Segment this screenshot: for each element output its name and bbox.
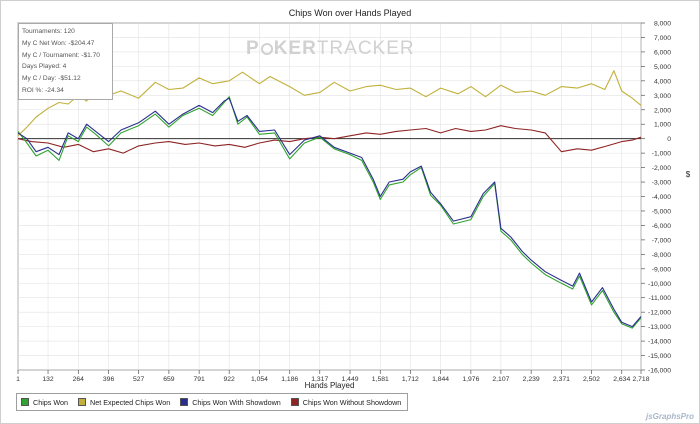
- y-tick-label: -6,000: [652, 223, 671, 230]
- y-tick-label: -11,000: [648, 295, 671, 302]
- y-tick-label: -15,000: [648, 353, 671, 360]
- y-tick-label: 1,000: [654, 122, 671, 129]
- x-tick-label: 2,239: [523, 376, 540, 383]
- y-tick-label: 5,000: [654, 64, 671, 71]
- x-tick-label: 2,107: [492, 376, 509, 383]
- stat-per-tournament: My C / Tournament: -$1.70: [22, 51, 100, 59]
- y-tick-label: -10,000: [648, 281, 671, 288]
- stat-roi: ROI %: -24.34: [22, 86, 64, 94]
- stat-tournaments: Tournaments: 120: [22, 28, 75, 35]
- legend-swatch-without-showdown: [290, 398, 299, 406]
- legend-item-with-showdown[interactable]: Chips Won With Showdown: [176, 394, 287, 410]
- x-tick-label: 527: [133, 376, 145, 383]
- legend-swatch-with-showdown: [180, 398, 189, 406]
- y-tick-label: -7,000: [652, 237, 671, 244]
- stat-days-played: Days Played: 4: [22, 63, 67, 71]
- series-line-without-showdown: [17, 125, 642, 154]
- watermark-tracker: TRACKER: [316, 38, 415, 59]
- x-tick-label: 2,718: [632, 376, 649, 383]
- y-tick-label: 8,000: [654, 21, 671, 28]
- y-tick-label: -2,000: [652, 165, 671, 172]
- y-tick-label: -9,000: [652, 266, 671, 273]
- x-tick-label: 791: [193, 376, 205, 383]
- legend: Chips Won Net Expected Chips Won Chips W…: [16, 393, 409, 411]
- x-tick-label: 2,371: [553, 376, 570, 383]
- y-tick-label: -13,000: [648, 324, 671, 331]
- x-tick-label: 659: [163, 376, 175, 383]
- chart-title: Chips Won over Hands Played: [288, 8, 412, 18]
- corner-logo: jsGraphsPro: [645, 412, 694, 421]
- y-tick-label: -16,000: [648, 368, 671, 375]
- x-tick-label: 1,712: [402, 376, 419, 383]
- x-tick-label: 264: [73, 376, 85, 383]
- y-tick-label: 0: [667, 136, 671, 143]
- x-tick-label: 2,634: [613, 376, 630, 383]
- legend-label-without-showdown: Chips Won Without Showdown: [302, 397, 402, 407]
- legend-label-chips-won: Chips Won: [33, 397, 69, 407]
- y-tick-label: -3,000: [652, 180, 671, 187]
- y-tick-label: 7,000: [654, 35, 671, 42]
- x-tick-label: 1,844: [432, 376, 449, 383]
- x-axis-label: Hands Played: [304, 381, 355, 390]
- y-axis-label: $: [685, 170, 691, 179]
- poker-chip-icon: [260, 43, 273, 55]
- x-tick-label: 922: [224, 376, 236, 383]
- y-tick-label: -1,000: [652, 151, 671, 158]
- y-tick-label: 3,000: [654, 93, 671, 100]
- x-tick-label: 1,581: [372, 376, 389, 383]
- watermark-p: P: [246, 38, 260, 59]
- x-tick-label: 1,449: [342, 376, 359, 383]
- legend-item-chips-won[interactable]: Chips Won: [17, 394, 74, 410]
- x-tick-label: 1,976: [462, 376, 479, 383]
- y-tick-label: -14,000: [648, 339, 671, 346]
- series-line-with-showdown: [17, 97, 642, 328]
- y-tick-label: -4,000: [652, 194, 671, 201]
- watermark-ker: KER: [273, 38, 317, 59]
- y-tick-label: 2,000: [654, 107, 671, 114]
- legend-swatch-net-expected: [78, 398, 87, 406]
- x-tick-label: 1,317: [311, 376, 328, 383]
- grid-layer: [17, 22, 642, 371]
- pokertracker-watermark: P KER TRACKER: [246, 36, 422, 62]
- axis-layer: 8,000 7,000 6,000 5,000 4,000 3,000 2,000 1,000…: [16, 21, 671, 384]
- y-tick-label: -12,000: [648, 310, 671, 317]
- x-tick-label: 1,054: [251, 376, 268, 383]
- x-tick-label: 1: [16, 376, 20, 383]
- stat-net-won: My C Net Won: -$204.47: [22, 39, 95, 47]
- legend-label-net-expected: Net Expected Chips Won: [90, 397, 171, 407]
- x-tick-label: 1,186: [281, 376, 298, 383]
- x-tick-label: 396: [103, 376, 115, 383]
- series-line-chips-won: [17, 96, 642, 329]
- legend-swatch-chips-won: [21, 398, 29, 406]
- y-tick-label: 6,000: [654, 49, 671, 56]
- y-tick-label: -8,000: [652, 252, 671, 259]
- y-tick-label: -5,000: [652, 208, 671, 215]
- y-tick-label: 4,000: [654, 78, 671, 85]
- stats-box: Tournaments: 120 My C Net Won: -$204.47 …: [18, 23, 113, 100]
- legend-label-with-showdown: Chips Won With Showdown: [192, 397, 281, 407]
- x-tick-label: 132: [42, 376, 54, 383]
- x-tick-label: 2,502: [583, 376, 600, 383]
- legend-item-without-showdown[interactable]: Chips Won Without Showdown: [287, 394, 408, 410]
- stat-per-day: My C / Day: -$51.12: [22, 75, 81, 83]
- legend-item-net-expected[interactable]: Net Expected Chips Won: [74, 394, 176, 410]
